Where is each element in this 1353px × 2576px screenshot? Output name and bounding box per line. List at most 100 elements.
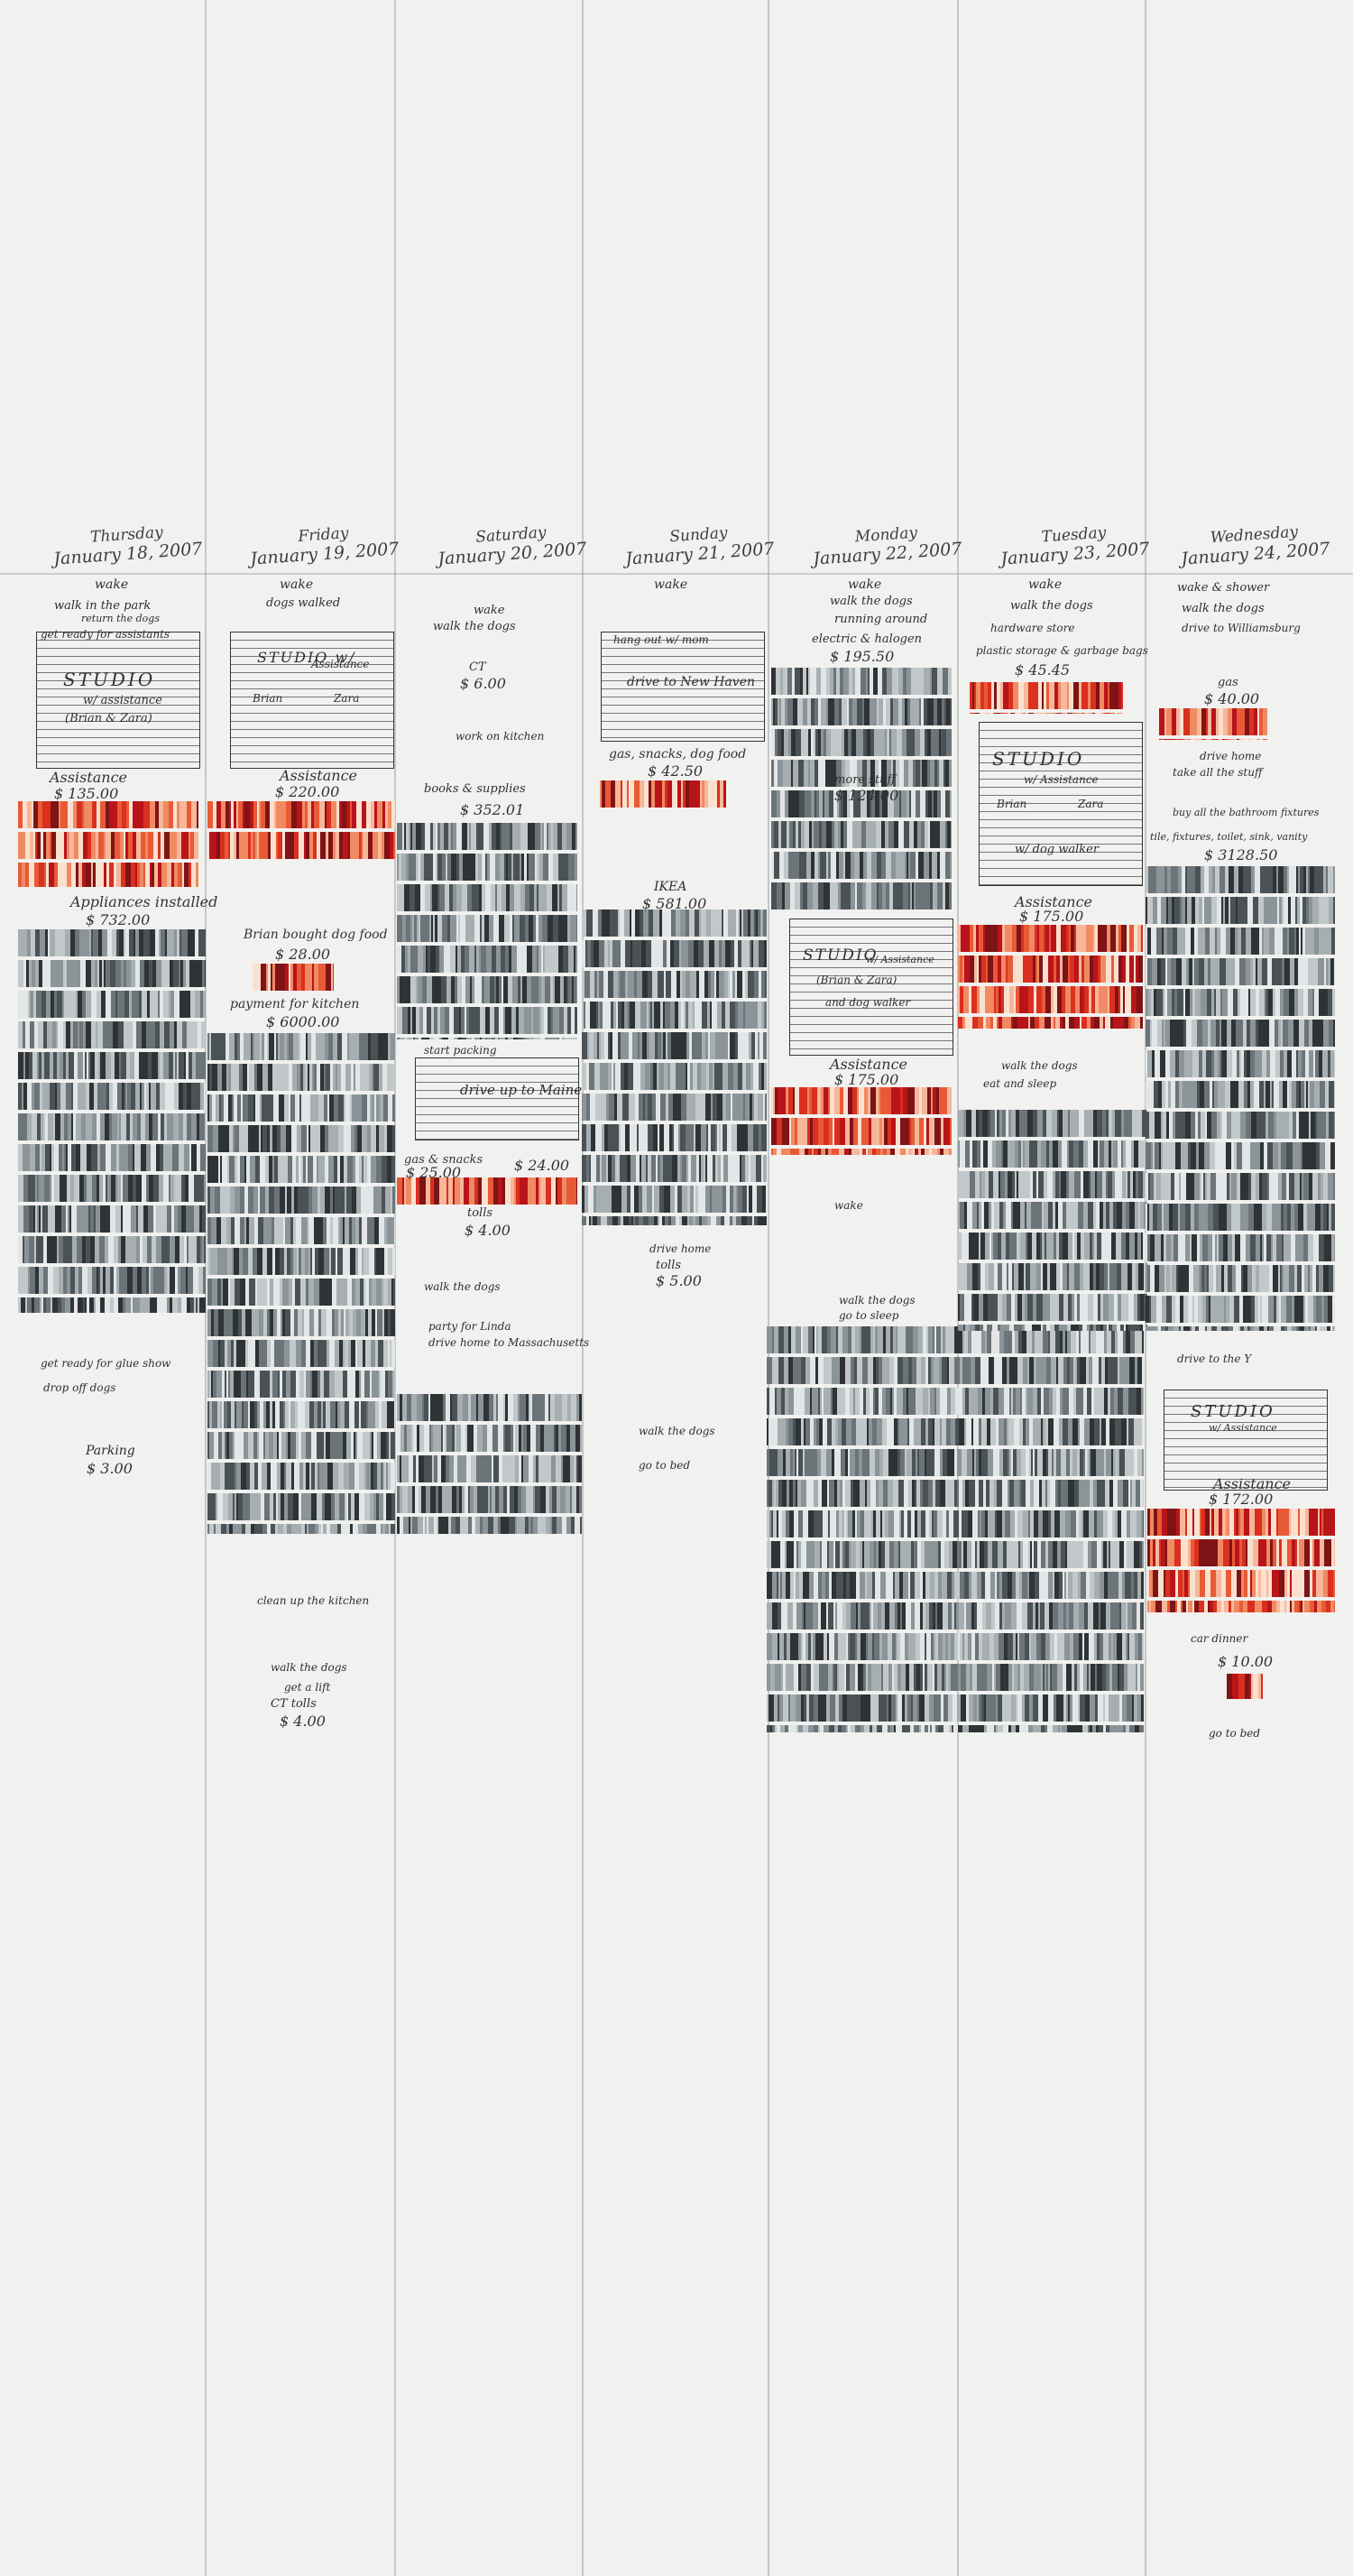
stripe-mark	[328, 832, 333, 859]
stripe-mark	[22, 863, 25, 887]
stripe-mark	[91, 960, 95, 987]
stripe-mark	[756, 909, 758, 937]
stripe-mark	[1056, 1357, 1058, 1384]
stripe-mark	[888, 1480, 893, 1507]
stripe-mark	[136, 1205, 138, 1233]
stripe-mark	[555, 1394, 558, 1421]
stripe-mark	[1089, 1633, 1094, 1660]
stripe-mark	[656, 909, 659, 937]
stripe-mark	[586, 1155, 589, 1182]
stripe-mark	[1090, 1572, 1094, 1599]
stripe-mark	[934, 1388, 936, 1415]
stripe-mark	[366, 1186, 368, 1214]
stripe-mark	[790, 1388, 794, 1415]
stripe-mark	[404, 823, 406, 850]
stripe-mark	[399, 854, 401, 881]
stripe-mark	[222, 1156, 227, 1183]
stripe-mark	[941, 1118, 943, 1145]
stripe-mark	[433, 915, 435, 942]
stripe-mark	[871, 821, 876, 848]
stripe-mark	[498, 1517, 501, 1534]
stripe-mark	[1060, 1510, 1065, 1537]
stripe-mark	[387, 1217, 391, 1244]
stripe-mark	[927, 1087, 931, 1114]
stripe-mark	[478, 1394, 483, 1421]
stripe-mark	[416, 1455, 419, 1482]
stripe-mark	[511, 946, 517, 973]
stripe-mark	[1079, 1602, 1084, 1630]
stripe-mark	[1019, 1633, 1025, 1660]
stripe-mark	[940, 821, 945, 848]
stripe-mark	[832, 1418, 835, 1445]
stripe-mark	[237, 1094, 241, 1122]
stripe-mark	[842, 1510, 844, 1537]
stripe-mark	[300, 1401, 305, 1428]
stripe-mark	[1106, 1449, 1111, 1476]
stripe-mark	[151, 1083, 156, 1110]
stripe-mark	[1027, 1388, 1033, 1415]
stripe-mark	[421, 1007, 423, 1034]
stripe-mark	[63, 960, 67, 987]
stripe-mark	[216, 801, 221, 828]
stripe-mark	[658, 1155, 660, 1182]
stripe-mark	[514, 1486, 518, 1513]
stripe-mark	[315, 1524, 318, 1534]
stripe-mark	[290, 1432, 296, 1459]
stripe-mark	[861, 1326, 865, 1353]
stripe-mark	[35, 1144, 40, 1171]
stripe-mark	[658, 940, 663, 967]
stripe-mark	[258, 1186, 260, 1214]
stripe-mark	[290, 1094, 295, 1122]
stripe-mark	[86, 1113, 90, 1140]
stripe-mark	[791, 760, 793, 787]
stripe-mark	[730, 1216, 732, 1225]
stripe-mark	[257, 1279, 262, 1306]
stripe-mark	[272, 1371, 278, 1398]
stripe-mark	[908, 1149, 913, 1155]
stripe-mark	[29, 863, 34, 887]
stripe-mark	[140, 1083, 142, 1110]
stripe-mark	[933, 1480, 935, 1507]
stripe-mark	[946, 1510, 949, 1537]
stripe-mark	[663, 1032, 666, 1059]
stripe-mark	[895, 1602, 897, 1630]
stripe-mark	[871, 852, 873, 879]
stripe-mark	[801, 1357, 805, 1384]
stripe-mark	[918, 1418, 921, 1445]
stripe-mark	[1044, 1388, 1049, 1415]
stripe-mark	[724, 971, 728, 998]
stripe-mark	[163, 1175, 169, 1202]
stripe-mark	[778, 1480, 782, 1507]
stripe-mark	[789, 1664, 794, 1691]
stripe-mark	[394, 1401, 395, 1428]
stripe-mark	[559, 1007, 564, 1034]
stripe-mark	[462, 1038, 466, 1039]
stripe-mark	[124, 929, 125, 956]
stripe-mark	[179, 929, 181, 956]
stripe-mark	[701, 1124, 706, 1151]
stripe-mark	[1100, 1633, 1103, 1660]
stripe-mark	[806, 852, 809, 879]
stripe-mark	[553, 946, 558, 973]
stripe-mark	[905, 1633, 908, 1660]
stripe-mark	[1110, 1388, 1114, 1415]
stripe-mark	[450, 1394, 452, 1421]
stripe-mark	[521, 1486, 526, 1513]
stripe-mark	[499, 1007, 502, 1034]
stripe-mark	[633, 909, 635, 937]
stripe-mark	[820, 852, 822, 879]
stripe-mark	[373, 1125, 376, 1152]
stripe-mark	[860, 1541, 862, 1568]
stripe-mark	[324, 1371, 329, 1398]
stripe-mark	[918, 1388, 923, 1415]
stripe-mark	[482, 915, 484, 942]
stripe-mark	[658, 1124, 659, 1151]
stripe-mark	[184, 832, 189, 859]
stripe-mark	[789, 1480, 793, 1507]
stripe-mark	[545, 976, 550, 1003]
stripe-mark	[814, 1664, 819, 1691]
stripe-mark	[441, 1425, 443, 1452]
stripe-mark	[1100, 1418, 1101, 1445]
stripe-mark	[868, 1664, 871, 1691]
stripe-mark	[900, 1118, 904, 1145]
